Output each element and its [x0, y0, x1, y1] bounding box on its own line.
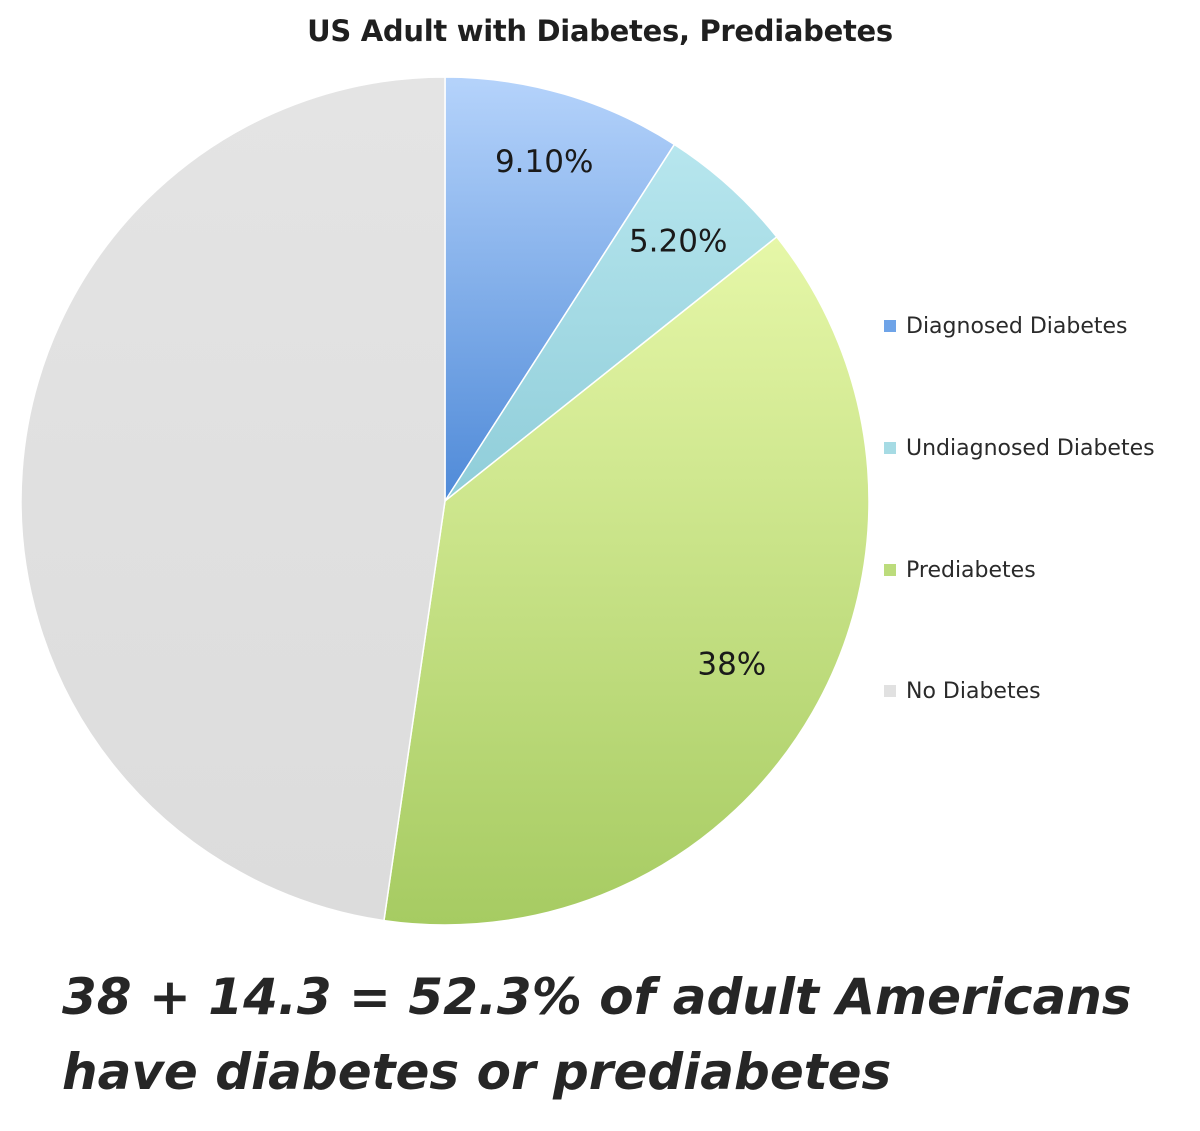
legend-label: Prediabetes — [906, 557, 1036, 583]
data-label-undiagnosed-diabetes: 5.20% — [629, 224, 727, 260]
chart-title: US Adult with Diabetes, Prediabetes — [307, 14, 893, 48]
summary-line-1: 38 + 14.3 = 52.3% of adult Americans — [62, 968, 1132, 1026]
legend-swatch — [884, 685, 896, 697]
pie-chart: 9.10% 5.20% 38% — [20, 76, 870, 926]
legend-item-no-diabetes: No Diabetes — [884, 676, 1041, 706]
legend-item-undiagnosed-diabetes: Undiagnosed Diabetes — [884, 433, 1155, 463]
legend-swatch — [884, 320, 896, 332]
pie-slice-undiagnosed-diabetes — [444, 143, 778, 502]
pie-slice-no-diabetes — [20, 76, 446, 922]
legend-label: Diagnosed Diabetes — [906, 313, 1128, 339]
legend-label: No Diabetes — [906, 678, 1041, 704]
legend-label: Undiagnosed Diabetes — [906, 435, 1155, 461]
legend-swatch — [884, 442, 896, 454]
pie-slice-diagnosed-diabetes — [444, 76, 676, 504]
data-label-prediabetes: 38% — [697, 646, 766, 682]
legend-item-diagnosed-diabetes: Diagnosed Diabetes — [884, 311, 1128, 341]
summary-line-2: have diabetes or prediabetes — [62, 1043, 892, 1101]
legend-item-prediabetes: Prediabetes — [884, 555, 1036, 585]
legend-swatch — [884, 564, 896, 576]
data-label-diagnosed-diabetes: 9.10% — [495, 144, 593, 180]
pie-slice-prediabetes — [383, 235, 870, 926]
